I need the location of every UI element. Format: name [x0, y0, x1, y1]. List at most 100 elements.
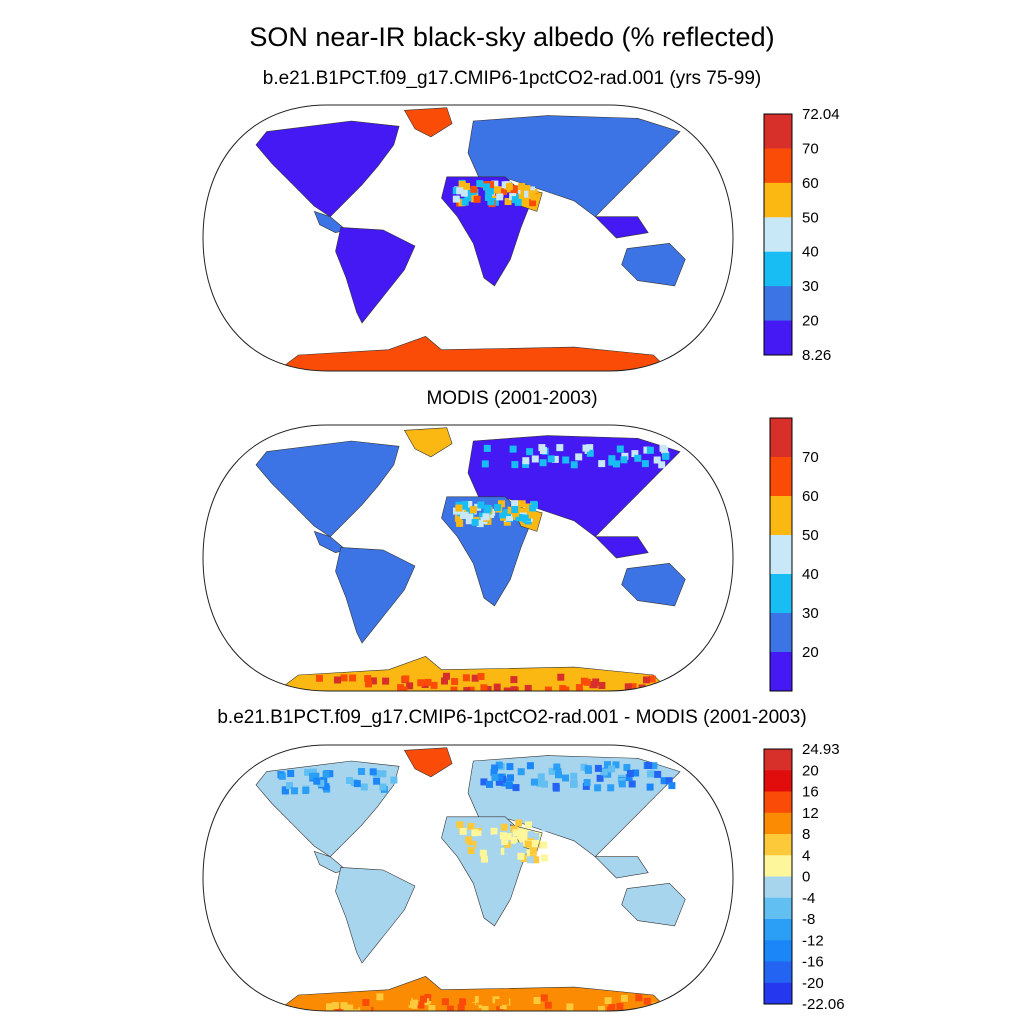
grid-cell [544, 1001, 552, 1009]
grid-cell [537, 773, 545, 781]
colorbar-tick-label: 70 [802, 449, 819, 466]
colorbar-swatch [764, 251, 792, 287]
grid-cell [533, 997, 541, 1004]
grid-cell [504, 847, 512, 855]
grid-cell [474, 845, 482, 853]
grid-cell [469, 840, 477, 848]
grid-cell [379, 783, 387, 791]
grid-cell [278, 772, 286, 780]
grid-cell [492, 834, 500, 842]
grid-cell [417, 1001, 425, 1009]
grid-cell [424, 994, 432, 1001]
grid-cell [616, 445, 624, 453]
grid-cell [455, 504, 463, 512]
grid-cell [524, 840, 532, 848]
grid-cell [562, 774, 569, 782]
grid-cell [643, 997, 651, 1005]
colorbar-tick-label: 20 [802, 762, 819, 779]
grid-cell [660, 777, 668, 785]
colorbar-tick-label: 60 [802, 488, 819, 505]
grid-cell [317, 779, 325, 787]
grid-cell [459, 846, 467, 854]
grid-cell [507, 774, 514, 782]
grid-cell [541, 780, 548, 788]
grid-cell [378, 1004, 386, 1011]
grid-cell [382, 677, 390, 685]
grid-cell [516, 842, 524, 850]
grid-cell [286, 782, 293, 790]
grid-cell [467, 822, 475, 830]
continent-samerica [335, 867, 416, 964]
panel-1-land-field [255, 107, 686, 371]
colorbar-tick-label: -16 [802, 954, 824, 971]
colorbar-swatch [770, 613, 792, 653]
colorbar-tick-label: -12 [802, 932, 824, 949]
grid-cell [340, 1002, 348, 1010]
grid-cell [635, 994, 643, 1002]
panel-2-land [255, 427, 686, 691]
figure-title: SON near-IR black-sky albedo (% reflecte… [249, 22, 775, 52]
grid-cell [487, 181, 495, 189]
colorbar-swatch [764, 217, 792, 253]
grid-cell [540, 841, 548, 849]
colorbar-swatch [764, 876, 792, 899]
grid-cell [369, 677, 377, 685]
continent-antarctica [276, 336, 671, 371]
grid-cell [512, 829, 520, 837]
grid-cell [487, 198, 495, 206]
grid-cell [547, 455, 555, 463]
grid-cell [507, 506, 515, 514]
colorbar-swatch [764, 770, 792, 792]
grid-cell [402, 675, 410, 683]
grid-cell [481, 460, 489, 468]
grid-cell [562, 686, 570, 691]
grid-cell [634, 454, 642, 462]
grid-cell [400, 686, 408, 691]
grid-cell [604, 997, 612, 1005]
grid-cell [373, 1005, 381, 1011]
grid-cell [481, 1005, 489, 1011]
colorbar-tick-label: 50 [802, 209, 819, 226]
grid-cell [495, 999, 503, 1007]
grid-cell [362, 999, 370, 1006]
grid-cell [479, 849, 487, 857]
grid-cell [522, 508, 530, 516]
grid-cell [461, 511, 469, 519]
grid-cell [525, 821, 532, 829]
colorbar-swatch [770, 574, 792, 614]
grid-cell [358, 768, 365, 775]
grid-cell [499, 1002, 507, 1010]
grid-cell [625, 774, 633, 782]
grid-cell [613, 460, 620, 468]
colorbar-tick-label: -8 [802, 911, 815, 928]
grid-cell [510, 186, 518, 194]
panel-1-map [202, 104, 734, 372]
panel-2-colorbar: 70 60 50 40 30 20 [769, 417, 819, 692]
grid-cell [528, 190, 536, 198]
grid-cell [643, 676, 650, 684]
grid-cell [540, 994, 548, 1002]
grid-cell [501, 779, 509, 787]
grid-cell [490, 768, 498, 776]
continent-australia [621, 562, 686, 607]
grid-cell [548, 767, 556, 775]
grid-cell [505, 778, 512, 786]
colorbar-frame [763, 748, 793, 1005]
grid-cell [424, 678, 432, 686]
panel-3-land-field [255, 747, 686, 1011]
grid-cell [465, 836, 473, 844]
grid-cell [302, 787, 310, 794]
panel-1-features [452, 179, 538, 208]
grid-cell [460, 189, 468, 197]
grid-cell [397, 993, 405, 1001]
grid-cell [459, 827, 467, 835]
colorbar-swatch [764, 286, 792, 322]
grid-cell [629, 683, 637, 691]
colorbar-tick-label: 30 [802, 278, 819, 295]
colorbar-tick-label: 16 [802, 784, 819, 801]
colorbar-tick-label: 72.04 [802, 106, 840, 123]
panel-3-map [202, 744, 734, 1012]
grid-cell [510, 676, 518, 684]
grid-cell [518, 500, 526, 508]
grid-cell [322, 783, 330, 791]
